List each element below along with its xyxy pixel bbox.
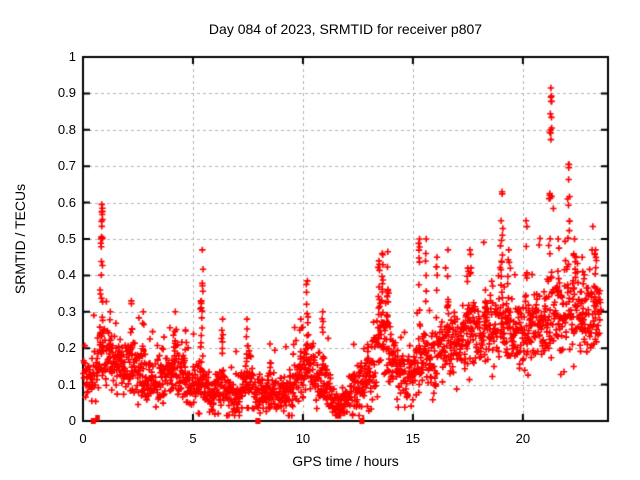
x-tick-label: 10 [295, 431, 311, 446]
y-tick-label: 0.8 [57, 121, 76, 137]
y-tick-label: 0.3 [57, 303, 76, 319]
y-tick-label: 1 [68, 49, 76, 64]
y-tick-label: 0.4 [57, 267, 76, 283]
x-tick-label: 15 [405, 431, 421, 446]
y-tick-label: 0.9 [57, 85, 76, 101]
x-tick-label: 20 [515, 431, 531, 446]
y-tick-label: 0.6 [57, 194, 76, 210]
y-tick-label: 0.1 [57, 376, 76, 392]
y-tick-label: 0.7 [57, 158, 76, 174]
x-axis-label: GPS time / hours [292, 453, 399, 469]
x-tick-label: 0 [79, 431, 87, 446]
chart-title: Day 084 of 2023, SRMTID for receiver p80… [208, 21, 483, 37]
y-tick-label: 0.5 [57, 231, 76, 246]
y-tick-label: 0.2 [57, 340, 76, 356]
y-tick-label: 0 [68, 413, 76, 428]
x-tick-label: 5 [189, 431, 197, 446]
